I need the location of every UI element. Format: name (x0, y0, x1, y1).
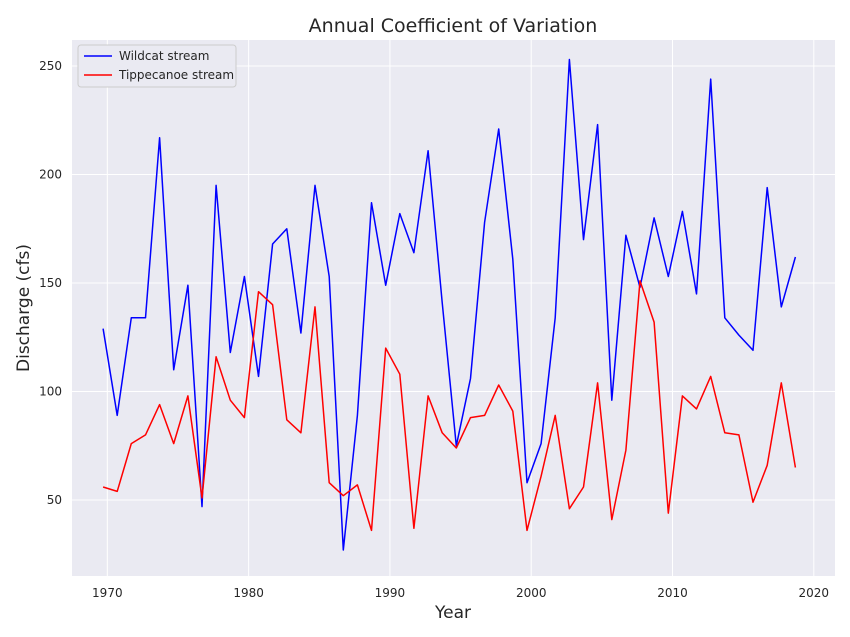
y-tick-label: 200 (39, 168, 62, 182)
series-line-2 (102, 280, 797, 532)
y-tick-label: 50 (47, 493, 62, 507)
x-tick-label: 1970 (92, 586, 123, 600)
x-tick-label: 2010 (657, 586, 688, 600)
chart-title: Annual Coefficient of Variation (309, 15, 598, 37)
x-tick-label: 2020 (799, 586, 830, 600)
x-axis-label: Year (434, 603, 471, 623)
y-axis-ticks: 50 100 150 200 250 (39, 59, 62, 507)
y-axis-label: Discharge (cfs) (14, 244, 34, 372)
legend-box (77, 44, 237, 88)
x-axis-ticks: 1970 1980 1990 2000 2010 2020 (92, 586, 829, 600)
plot-area (72, 40, 835, 576)
y-tick-label: 150 (39, 276, 62, 290)
legend: Wildcat stream Tippecanoe stream (77, 44, 237, 88)
legend-entry-label: Wildcat stream (119, 49, 209, 63)
x-tick-label: 1990 (375, 586, 406, 600)
y-tick-label: 100 (39, 385, 62, 399)
legend-entry-label: Tippecanoe stream (118, 68, 234, 82)
y-tick-label: 250 (39, 59, 62, 73)
series-lines (102, 58, 797, 551)
series-line-1 (102, 58, 797, 551)
x-tick-label: 1980 (233, 586, 264, 600)
x-tick-label: 2000 (516, 586, 547, 600)
